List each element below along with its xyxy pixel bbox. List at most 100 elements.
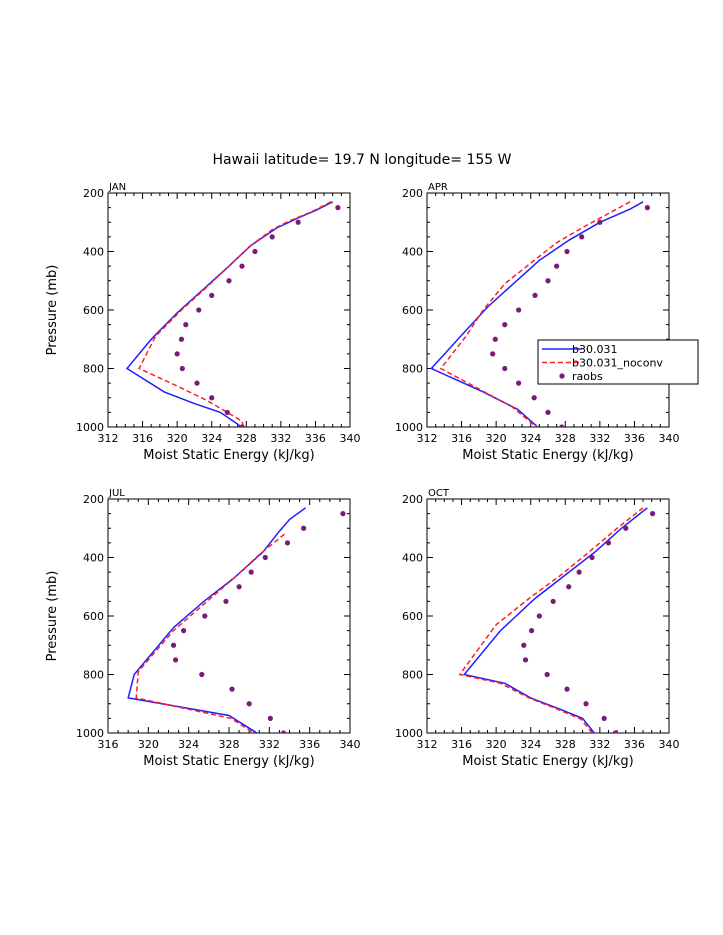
raobs-point bbox=[623, 525, 629, 531]
x-tick-label: 312 bbox=[417, 738, 438, 751]
y-tick-label: 400 bbox=[83, 552, 104, 565]
raobs-point bbox=[178, 336, 185, 342]
legend-box bbox=[537, 339, 699, 385]
panel-jul: JUL 316 320 324 328 332 336 340 200 400 600 800 1000… bbox=[45, 488, 361, 769]
raobs-point bbox=[196, 307, 202, 313]
legend-swatch-dots bbox=[559, 373, 565, 379]
raobs-point bbox=[579, 234, 585, 240]
panel-label: APR bbox=[428, 182, 448, 193]
x-tick-label: 312 bbox=[98, 432, 119, 445]
plot-frame bbox=[426, 192, 670, 428]
x-tick-label: 320 bbox=[486, 738, 507, 751]
raobs-point bbox=[502, 365, 508, 372]
raobs-point bbox=[340, 511, 346, 517]
raobs-point bbox=[181, 628, 187, 634]
raobs-point bbox=[170, 642, 177, 648]
raobs-point bbox=[248, 569, 254, 575]
raobs-point bbox=[269, 234, 275, 240]
y-axis-label: Pressure (mb) bbox=[45, 265, 60, 356]
raobs-point bbox=[554, 263, 560, 269]
raobs-point bbox=[194, 380, 200, 386]
raobs-point bbox=[209, 292, 215, 298]
model-line bbox=[125, 201, 334, 427]
x-tick-label: 324 bbox=[520, 738, 541, 751]
raobs-point bbox=[172, 657, 179, 663]
y-tick-label: 400 bbox=[402, 246, 423, 259]
raobs-point bbox=[559, 424, 565, 427]
raobs-point bbox=[199, 671, 205, 678]
panel-label: OCT bbox=[428, 488, 450, 499]
raobs-point bbox=[612, 730, 619, 733]
panel-oct: OCT 312 316 320 324 328 332 336 340 200 400 600 800 1… bbox=[395, 488, 680, 769]
plot-frame bbox=[107, 498, 351, 734]
y-tick-label: 200 bbox=[402, 493, 423, 506]
x-tick-label: 316 bbox=[132, 432, 153, 445]
noconv-line bbox=[135, 533, 285, 733]
x-tick-label: 336 bbox=[624, 432, 645, 445]
legend-label: raobs bbox=[572, 370, 603, 383]
y-axis-label: Pressure (mb) bbox=[45, 571, 60, 662]
x-tick-label: 324 bbox=[201, 432, 222, 445]
plot-frame bbox=[426, 498, 670, 734]
panel-jan: JAN 312 316 320 324 328 332 336 340 200 400 600 800 1… bbox=[45, 182, 361, 463]
raobs-point bbox=[521, 642, 527, 648]
raobs-point bbox=[202, 613, 208, 619]
noconv-line bbox=[138, 201, 332, 427]
raobs-point bbox=[262, 554, 268, 561]
raobs-point bbox=[252, 248, 258, 255]
x-tick-label: 332 bbox=[589, 738, 610, 751]
raobs-point bbox=[492, 336, 498, 342]
raobs-point bbox=[502, 322, 508, 328]
raobs-point bbox=[174, 351, 180, 357]
y-tick-label: 1000 bbox=[76, 727, 104, 740]
raobs-point bbox=[601, 715, 607, 721]
x-tick-label: 324 bbox=[520, 432, 541, 445]
raobs-point bbox=[179, 365, 185, 372]
raobs-point bbox=[516, 380, 522, 386]
y-tick-label: 800 bbox=[83, 363, 104, 376]
x-tick-label: 320 bbox=[167, 432, 188, 445]
x-tick-label: 340 bbox=[340, 432, 361, 445]
raobs-point bbox=[644, 205, 650, 211]
raobs-point bbox=[335, 205, 341, 211]
x-tick-label: 332 bbox=[259, 738, 280, 751]
x-axis-label: Moist Static Energy (kJ/kg) bbox=[462, 448, 633, 463]
raobs-point bbox=[649, 511, 656, 517]
x-tick-label: 340 bbox=[340, 738, 361, 751]
raobs-point bbox=[280, 730, 287, 733]
series-group bbox=[125, 201, 341, 427]
raobs-point bbox=[589, 554, 595, 561]
raobs-point bbox=[536, 613, 542, 619]
x-tick-label: 316 bbox=[451, 432, 472, 445]
x-tick-label: 316 bbox=[98, 738, 119, 751]
y-tick-label: 400 bbox=[83, 246, 104, 259]
x-tick-label: 320 bbox=[138, 738, 159, 751]
y-tick-label: 800 bbox=[83, 669, 104, 682]
y-tick-label: 1000 bbox=[76, 421, 104, 434]
series-group bbox=[127, 507, 346, 733]
raobs-point bbox=[236, 584, 242, 590]
y-tick-label: 400 bbox=[402, 552, 423, 565]
raobs-point bbox=[545, 409, 551, 415]
x-axis-label: Moist Static Energy (kJ/kg) bbox=[462, 754, 633, 769]
y-tick-label: 200 bbox=[83, 493, 104, 506]
noconv-line bbox=[458, 507, 644, 733]
raobs-point bbox=[301, 525, 307, 531]
x-tick-label: 316 bbox=[451, 738, 472, 751]
raobs-point bbox=[566, 584, 572, 590]
panel-label: JUL bbox=[108, 488, 125, 499]
x-axis-label: Moist Static Energy (kJ/kg) bbox=[143, 448, 314, 463]
x-tick-label: 328 bbox=[555, 738, 576, 751]
panel-label: JAN bbox=[108, 182, 126, 193]
model-line bbox=[462, 507, 648, 733]
x-tick-label: 320 bbox=[486, 432, 507, 445]
x-tick-label: 312 bbox=[417, 432, 438, 445]
y-tick-label: 600 bbox=[402, 610, 423, 623]
figure-title: Hawaii latitude= 19.7 N longitude= 155 W bbox=[213, 152, 512, 168]
x-tick-label: 328 bbox=[219, 738, 240, 751]
raobs-point bbox=[564, 248, 570, 255]
panel-apr: APR 312 316 320 324 328 332 336 340 200 400 600 800 1… bbox=[395, 182, 680, 463]
x-axis-label: Moist Static Energy (kJ/kg) bbox=[143, 754, 314, 769]
